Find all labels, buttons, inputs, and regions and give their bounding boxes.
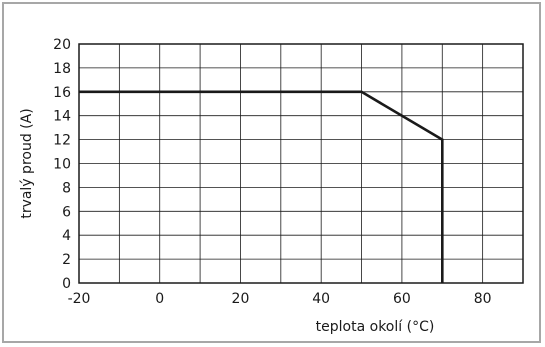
y-tick-label: 2	[62, 252, 71, 268]
y-tick-label: 4	[62, 228, 71, 244]
grid	[79, 44, 523, 283]
y-axis-label: trvalý proud (A)	[19, 108, 35, 218]
x-tick-label: 80	[474, 291, 492, 307]
x-tick-label: 0	[155, 291, 164, 307]
series-line	[79, 90, 444, 283]
y-tick-label: 16	[53, 85, 71, 101]
y-tick-label: 12	[53, 133, 71, 149]
x-tick-label: 60	[393, 291, 411, 307]
y-tick-label: 20	[53, 37, 71, 53]
x-tick-label: 40	[312, 291, 330, 307]
x-axis-label: teplota okolí (°C)	[316, 319, 435, 335]
x-tick-labels: -20 0 20 40 60 80	[68, 291, 492, 307]
y-tick-label: 18	[53, 61, 71, 77]
y-tick-label: 10	[53, 157, 71, 173]
y-tick-label: 0	[62, 276, 71, 292]
y-tick-label: 14	[53, 109, 71, 125]
x-tick-label: -20	[68, 291, 91, 307]
plot-area	[78, 43, 524, 284]
chart-frame	[2, 2, 541, 343]
y-tick-labels: 0 2 4 6 8 10 12 14 16 18 20	[53, 37, 71, 292]
y-tick-label: 8	[62, 180, 71, 196]
series-group	[79, 90, 444, 283]
x-tick-label: 20	[232, 291, 250, 307]
y-tick-label: 6	[62, 204, 71, 220]
